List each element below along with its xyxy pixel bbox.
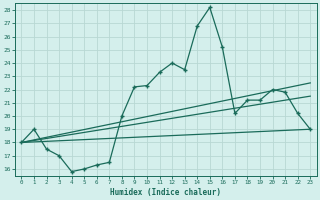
- X-axis label: Humidex (Indice chaleur): Humidex (Indice chaleur): [110, 188, 221, 197]
